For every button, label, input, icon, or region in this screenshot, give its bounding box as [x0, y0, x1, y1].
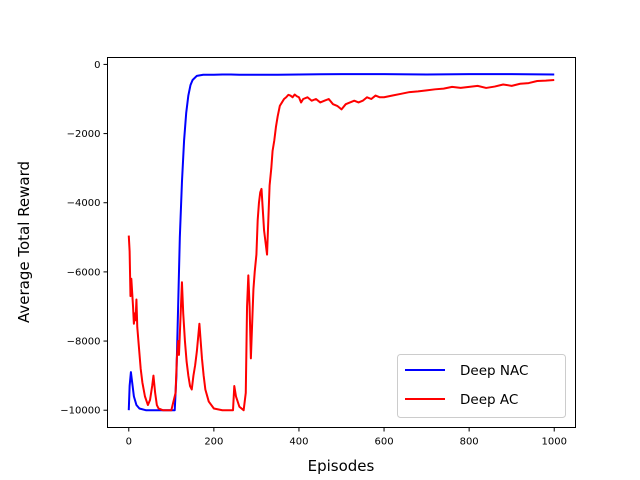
series-layer — [127, 73, 555, 412]
x-axis-title: Episodes — [308, 457, 375, 475]
legend-label-deep-nac: Deep NAC — [460, 363, 528, 379]
series-line-deep-nac — [127, 73, 555, 412]
x-tick-label: 1000 — [542, 437, 567, 448]
x-tick-label: 600 — [374, 437, 393, 448]
legend-label-deep-ac: Deep AC — [460, 392, 518, 408]
x-tick-label: 400 — [289, 437, 308, 448]
y-tick-label: −4000 — [67, 198, 101, 209]
x-axis: 0 200 400 600 800 1000 — [126, 427, 567, 448]
y-tick-label: −8000 — [67, 337, 101, 348]
x-tick-label: 200 — [204, 437, 223, 448]
y-tick-label: 0 — [94, 60, 100, 71]
series-line-deep-ac — [127, 78, 555, 412]
x-tick-label: 800 — [460, 437, 479, 448]
x-tick-label: 0 — [126, 437, 132, 448]
y-axis-title: Average Total Reward — [15, 161, 33, 323]
y-tick-label: −10000 — [60, 406, 100, 417]
y-tick-label: −6000 — [67, 267, 101, 278]
y-tick-label: −2000 — [67, 129, 101, 140]
y-axis: 0 −2000 −4000 −6000 −8000 −10000 — [60, 60, 108, 417]
plot-frame — [107, 57, 576, 428]
legend: Deep NAC Deep AC — [397, 354, 566, 418]
